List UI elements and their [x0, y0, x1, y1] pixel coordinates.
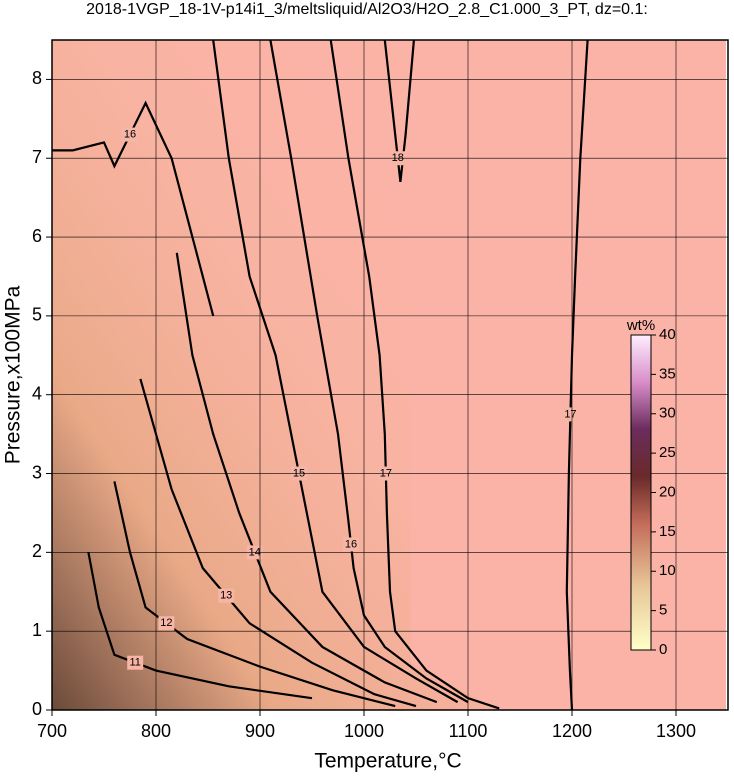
x-tick-label: 1300 [656, 721, 696, 741]
colorbar-tick-label: 5 [659, 602, 667, 619]
y-tick-label: 8 [32, 68, 42, 88]
contour-line [383, 40, 416, 183]
colorbar-tick-label: 35 [659, 365, 676, 382]
y-tick-label: 6 [32, 226, 42, 246]
colorbar [630, 334, 652, 651]
colorbar-tick-label: 30 [659, 405, 676, 422]
colorbar-label: wt% [626, 317, 655, 334]
plot-frame [51, 39, 729, 711]
contour-label: 13 [220, 590, 232, 602]
contour-label: 16 [124, 128, 136, 140]
contour-label: 11 [129, 657, 140, 669]
x-axis-label: Temperature,°C [314, 750, 461, 773]
x-tick-label: 900 [245, 721, 275, 741]
contour-label-bg [562, 407, 579, 422]
colorbar-tick-label: 20 [659, 483, 676, 500]
y-tick-label: 7 [32, 147, 42, 167]
contour-label-bg [343, 537, 359, 552]
colorbar-tick-label: 10 [659, 562, 676, 579]
colorbar-tick-label: 15 [659, 523, 676, 540]
contour-label: 17 [564, 408, 576, 420]
x-tick-label: 1200 [552, 721, 592, 741]
y-axis-label: Pressure,x100MPa [2, 285, 25, 464]
contour-label-bg [158, 616, 175, 631]
y-tick-label: 4 [32, 383, 42, 403]
contour-label: 12 [160, 617, 172, 629]
y-tick-label: 5 [32, 305, 42, 325]
y-tick-label: 0 [32, 699, 42, 719]
x-tick-label: 800 [141, 721, 171, 741]
contour-label-bg [122, 127, 138, 142]
colorbar-tick-label: 25 [659, 444, 676, 461]
contour-label-bg [218, 588, 235, 603]
y-tick-label: 2 [32, 541, 42, 561]
contour-label-bg [127, 655, 144, 670]
x-tick-label: 1100 [449, 721, 488, 741]
y-tick-label: 3 [32, 462, 42, 482]
x-tick-label: 1000 [344, 721, 384, 741]
contour-label: 16 [345, 538, 357, 550]
x-tick-label: 700 [37, 721, 67, 741]
chart-title: 2018-1VGP_18-1V-p14i1_3/meltsliquid/Al2O… [86, 1, 648, 18]
colorbar-tick-label: 0 [659, 641, 667, 658]
y-tick-label: 1 [32, 620, 42, 640]
colorbar-tick-label: 40 [659, 326, 676, 343]
